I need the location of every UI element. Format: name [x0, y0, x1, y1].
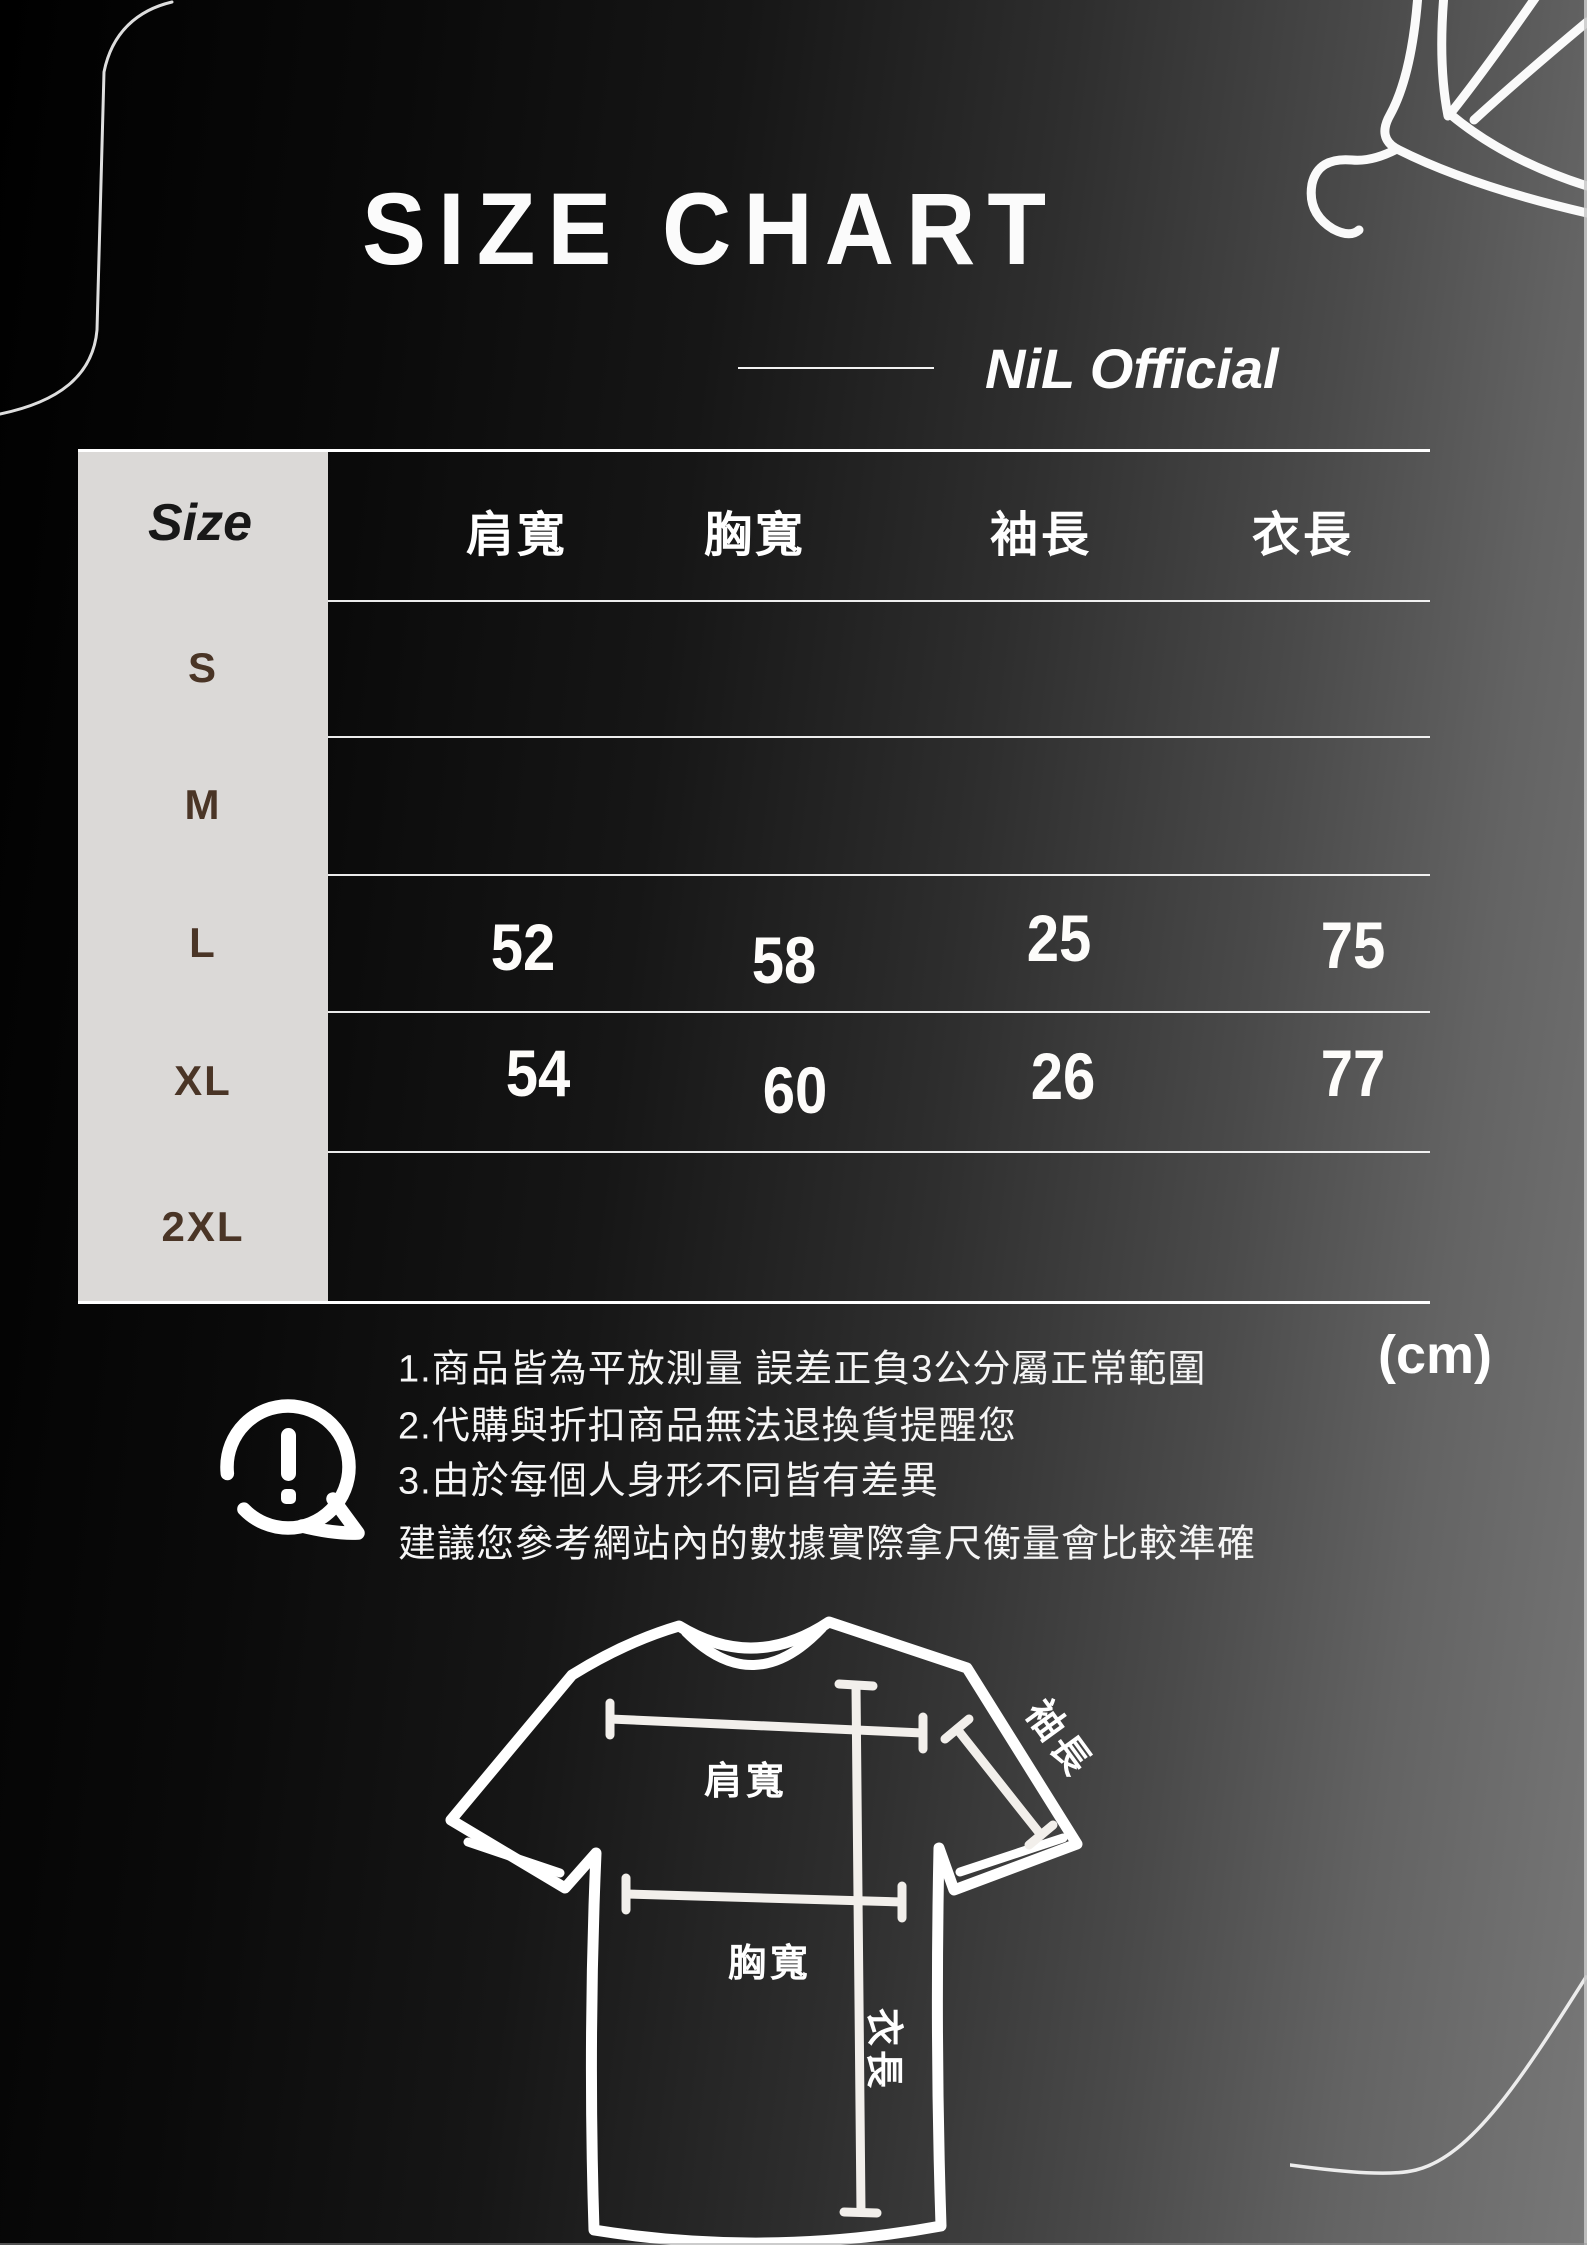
tshirt-outline-diagram: 肩寬 胸寬 衣長 袖長 — [445, 1616, 1100, 2245]
size-table: Size 肩寬 胸寬 袖長 衣長 S M L XL 2XL 52 58 25 7… — [78, 449, 1430, 1304]
size-column-header: Size — [147, 494, 253, 552]
tshirt-collar-band — [681, 1623, 827, 1670]
shoulder-measure-line — [605, 1714, 928, 1738]
diagram-label-chest: 胸寬 — [728, 1943, 812, 1985]
unit-label: (cm) — [1378, 1325, 1493, 1385]
note-line-2: 2.代購與折扣商品無法退換貨提醒您 — [398, 1405, 1017, 1448]
size-row-label-m: M — [184, 781, 222, 828]
measurement-lines — [605, 1679, 1058, 2218]
note-line-3: 3.由於每個人身形不同皆有差異 — [398, 1460, 939, 1503]
brand-name: NiL Official — [985, 337, 1279, 400]
size-row-label-2xl: 2XL — [161, 1203, 245, 1250]
swoosh-line-bottom-right-icon — [1290, 1975, 1587, 2175]
column-header-sleeve: 袖長 — [989, 509, 1093, 562]
header-divider — [328, 600, 1430, 602]
value-l-sleeve: 25 — [1026, 901, 1092, 975]
row-divider — [328, 1151, 1430, 1153]
value-l-chest: 58 — [751, 923, 817, 997]
right-edge-strip — [1584, 0, 1587, 2245]
note-line-1: 1.商品皆為平放測量 誤差正負3公分屬正常範圍 — [398, 1348, 1207, 1391]
tshirt-body-outline — [445, 1616, 1083, 2245]
hanger-line-art-icon — [1306, 0, 1587, 239]
row-divider — [328, 736, 1430, 738]
diagram-label-shoulder: 肩寬 — [704, 1760, 788, 1803]
bottom-edge-strip — [0, 2243, 1587, 2245]
size-row-label-l: L — [189, 919, 217, 966]
column-header-shoulder: 肩寬 — [465, 509, 569, 562]
value-xl-length: 77 — [1320, 1036, 1386, 1110]
page-title: SIZE CHART — [362, 173, 1058, 287]
value-xl-shoulder: 54 — [505, 1036, 571, 1110]
value-l-shoulder: 52 — [490, 910, 556, 984]
size-row-label-xl: XL — [174, 1057, 232, 1104]
row-divider — [328, 874, 1430, 876]
diagram-label-length: 衣長 — [862, 2008, 904, 2092]
tshirt-right-cuff-line — [955, 1833, 1068, 1877]
column-header-length: 衣長 — [1251, 509, 1355, 562]
size-row-label-s: S — [187, 644, 219, 691]
value-l-length: 75 — [1320, 908, 1386, 982]
length-measure-line — [851, 1681, 866, 2217]
speech-bubble-exclamation-icon — [220, 1399, 365, 1540]
value-xl-sleeve: 26 — [1030, 1039, 1096, 1113]
size-column-background — [78, 450, 328, 1303]
sleeve-measure-line — [952, 1724, 1046, 1840]
value-xl-chest: 60 — [762, 1053, 828, 1127]
table-bottom-line — [78, 1301, 1430, 1304]
column-header-chest: 胸寬 — [703, 509, 807, 562]
subtitle-divider — [738, 367, 934, 369]
note-line-4: 建議您參考網站內的數據實際拿尺衡量會比較準確 — [398, 1523, 1257, 1566]
row-divider — [328, 1011, 1430, 1013]
corner-line-top-left-icon — [0, 0, 174, 416]
tshirt-left-cuff-line — [463, 1837, 565, 1878]
table-top-line — [78, 449, 1430, 452]
